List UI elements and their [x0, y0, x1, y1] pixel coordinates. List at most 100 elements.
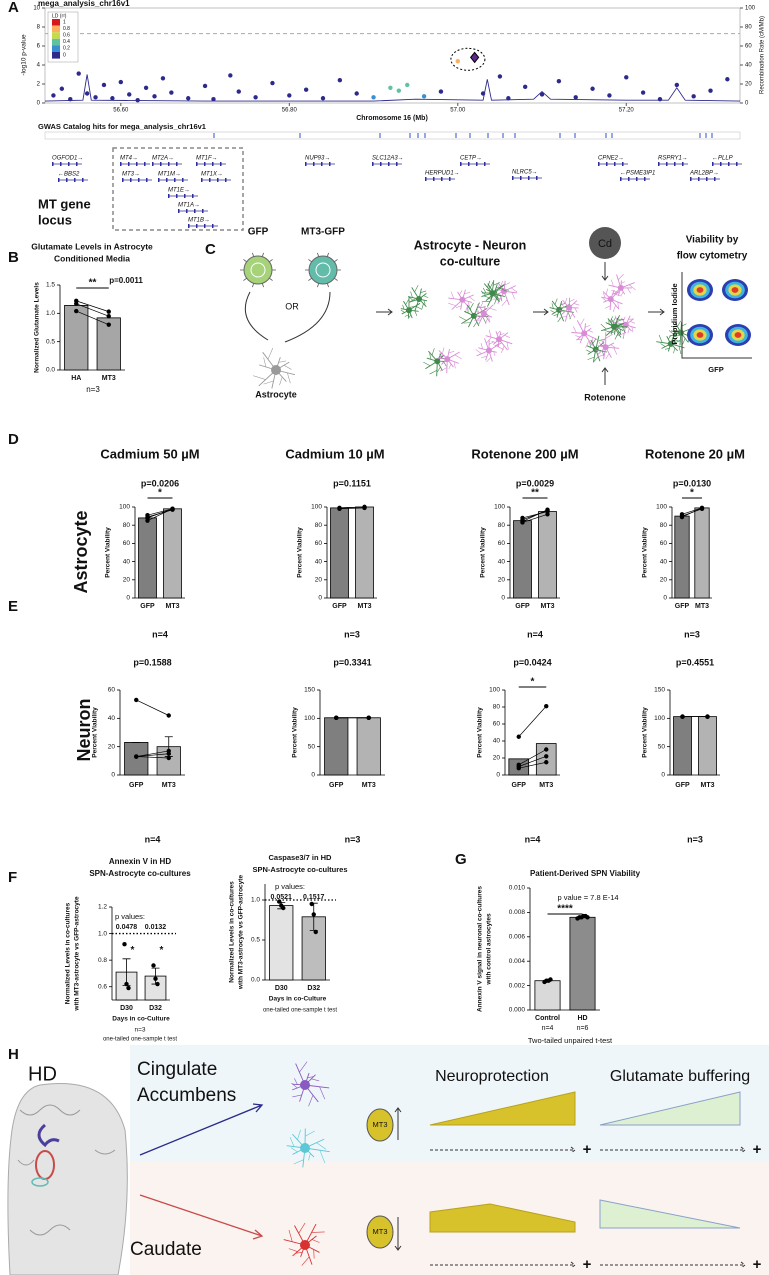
bar	[269, 905, 294, 981]
coculture-cell-branch	[602, 337, 606, 343]
astrocyte-icon-branch	[311, 1231, 325, 1233]
coculture-cell-branch	[493, 282, 500, 286]
data-point	[166, 755, 171, 761]
data-point	[516, 766, 521, 771]
arrow	[284, 291, 331, 343]
chart-title: SPN-Astrocyte co-cultures	[89, 869, 191, 878]
coculture-cell-soma	[485, 347, 492, 354]
y-tick-label: 1.0	[46, 310, 55, 317]
gene-exon	[204, 162, 206, 166]
coculture-cell-branch	[506, 341, 509, 350]
gene-exon	[128, 162, 130, 166]
gene-exon	[146, 178, 148, 182]
gene-exon	[690, 177, 692, 181]
x-tick-label: D32	[307, 985, 320, 992]
bar	[673, 716, 692, 776]
gene-label: MT1E→	[168, 188, 190, 194]
gene-exon	[528, 176, 530, 180]
data-point	[362, 505, 367, 511]
gene-label: NLRC5→	[512, 170, 538, 176]
coculture-cell-branch	[621, 281, 626, 284]
coculture-cell-branch	[469, 302, 474, 310]
x-tick-label: MT3	[162, 782, 176, 789]
x-tick-label: 57.00	[450, 108, 466, 114]
accumbens-region	[31, 1177, 49, 1187]
data-point	[277, 899, 282, 904]
coculture-cell-branch	[627, 328, 630, 334]
y2-tick-label: 100	[745, 6, 756, 12]
y-tick-label: 2	[37, 82, 41, 88]
coculture-cell-branch	[550, 310, 555, 313]
y-tick-label: 20	[315, 577, 323, 584]
locus-label: MT gene	[38, 196, 91, 211]
y-tick-label: 80	[493, 704, 501, 711]
gene-label: MT4→	[120, 156, 138, 162]
paired-line	[518, 749, 547, 766]
gene-exon	[74, 178, 76, 182]
data-point	[74, 308, 79, 314]
y-axis-label: Percent Viability	[480, 527, 487, 578]
y-tick-label: 60	[660, 540, 668, 547]
y-tick-label: 40	[123, 558, 131, 565]
coculture-cell-branch	[439, 360, 444, 363]
coculture-cell-branch	[560, 303, 566, 305]
x-tick-label: MT3	[701, 782, 715, 789]
gene-exon	[60, 162, 62, 166]
gene-label: RSPRY1→	[658, 156, 688, 162]
gene-label: OGFOD1→	[52, 156, 83, 162]
gene-exon	[168, 162, 170, 166]
n-label: n=3	[687, 834, 703, 844]
data-point	[585, 915, 590, 920]
dashed-arrow	[430, 1261, 576, 1269]
coculture-cell-soma	[495, 336, 502, 343]
gene-exon	[614, 162, 616, 166]
y-tick-label: 0	[37, 101, 41, 107]
data-point	[680, 714, 685, 719]
gene-exon	[160, 162, 162, 166]
data-point	[544, 760, 549, 765]
x-tick-label: HD	[577, 1015, 587, 1022]
y-tick-label: 1.2	[98, 904, 107, 911]
y-axis-label: Annexin V signal in neuronal co-cultures	[477, 886, 484, 1012]
gene-exon	[196, 224, 198, 228]
neuroprotection-shape	[429, 1091, 576, 1126]
gene-label: MT1A→	[178, 203, 200, 209]
gene-exon	[620, 177, 622, 181]
legend-swatch	[52, 25, 60, 33]
coculture-cell-branch	[599, 341, 602, 347]
y-tick-label: 20	[493, 755, 501, 762]
y-tick-label: 0.004	[509, 958, 526, 965]
mt3-oval	[366, 1215, 394, 1249]
gene-exon	[202, 209, 204, 213]
x-tick-label: HA	[71, 375, 81, 382]
coculture-cell-branch	[617, 301, 620, 310]
y-axis-label: Normalized Levels in co-cultures	[65, 902, 72, 1004]
x-tick-label: GFP	[332, 603, 347, 610]
y-tick-label: 100	[656, 504, 667, 511]
gene-exon	[520, 176, 522, 180]
coculture-cell-branch	[569, 298, 575, 302]
flow-x-label: GFP	[708, 365, 723, 374]
y-tick-label: 150	[304, 687, 315, 694]
coculture-cell-branch	[414, 285, 419, 293]
gene-label: HERPUD1→	[425, 171, 460, 177]
y2-tick-label: 0	[745, 101, 749, 107]
y-tick-label: 6	[37, 44, 41, 50]
astrocyte-icon-branch	[299, 1061, 308, 1073]
p-value: 0.0521	[271, 894, 293, 901]
test-label: one-tailed one-sample t test	[103, 1037, 177, 1043]
gene-exon	[628, 177, 630, 181]
gene-label: ←PSME3IP1	[620, 171, 655, 177]
coculture-cell-branch	[612, 305, 616, 312]
legend-label: 0.8	[63, 26, 70, 32]
y-tick-label: 10	[33, 6, 40, 12]
x-tick-label: Control	[535, 1015, 560, 1022]
coculture-cell-branch	[473, 321, 478, 328]
n-label: n=3	[684, 629, 700, 639]
gene-exon	[52, 162, 54, 166]
data-point	[544, 747, 549, 752]
variant-point	[186, 96, 191, 101]
gene-exon	[182, 178, 184, 182]
bar	[538, 511, 557, 599]
dashed-arrow	[430, 1146, 576, 1154]
